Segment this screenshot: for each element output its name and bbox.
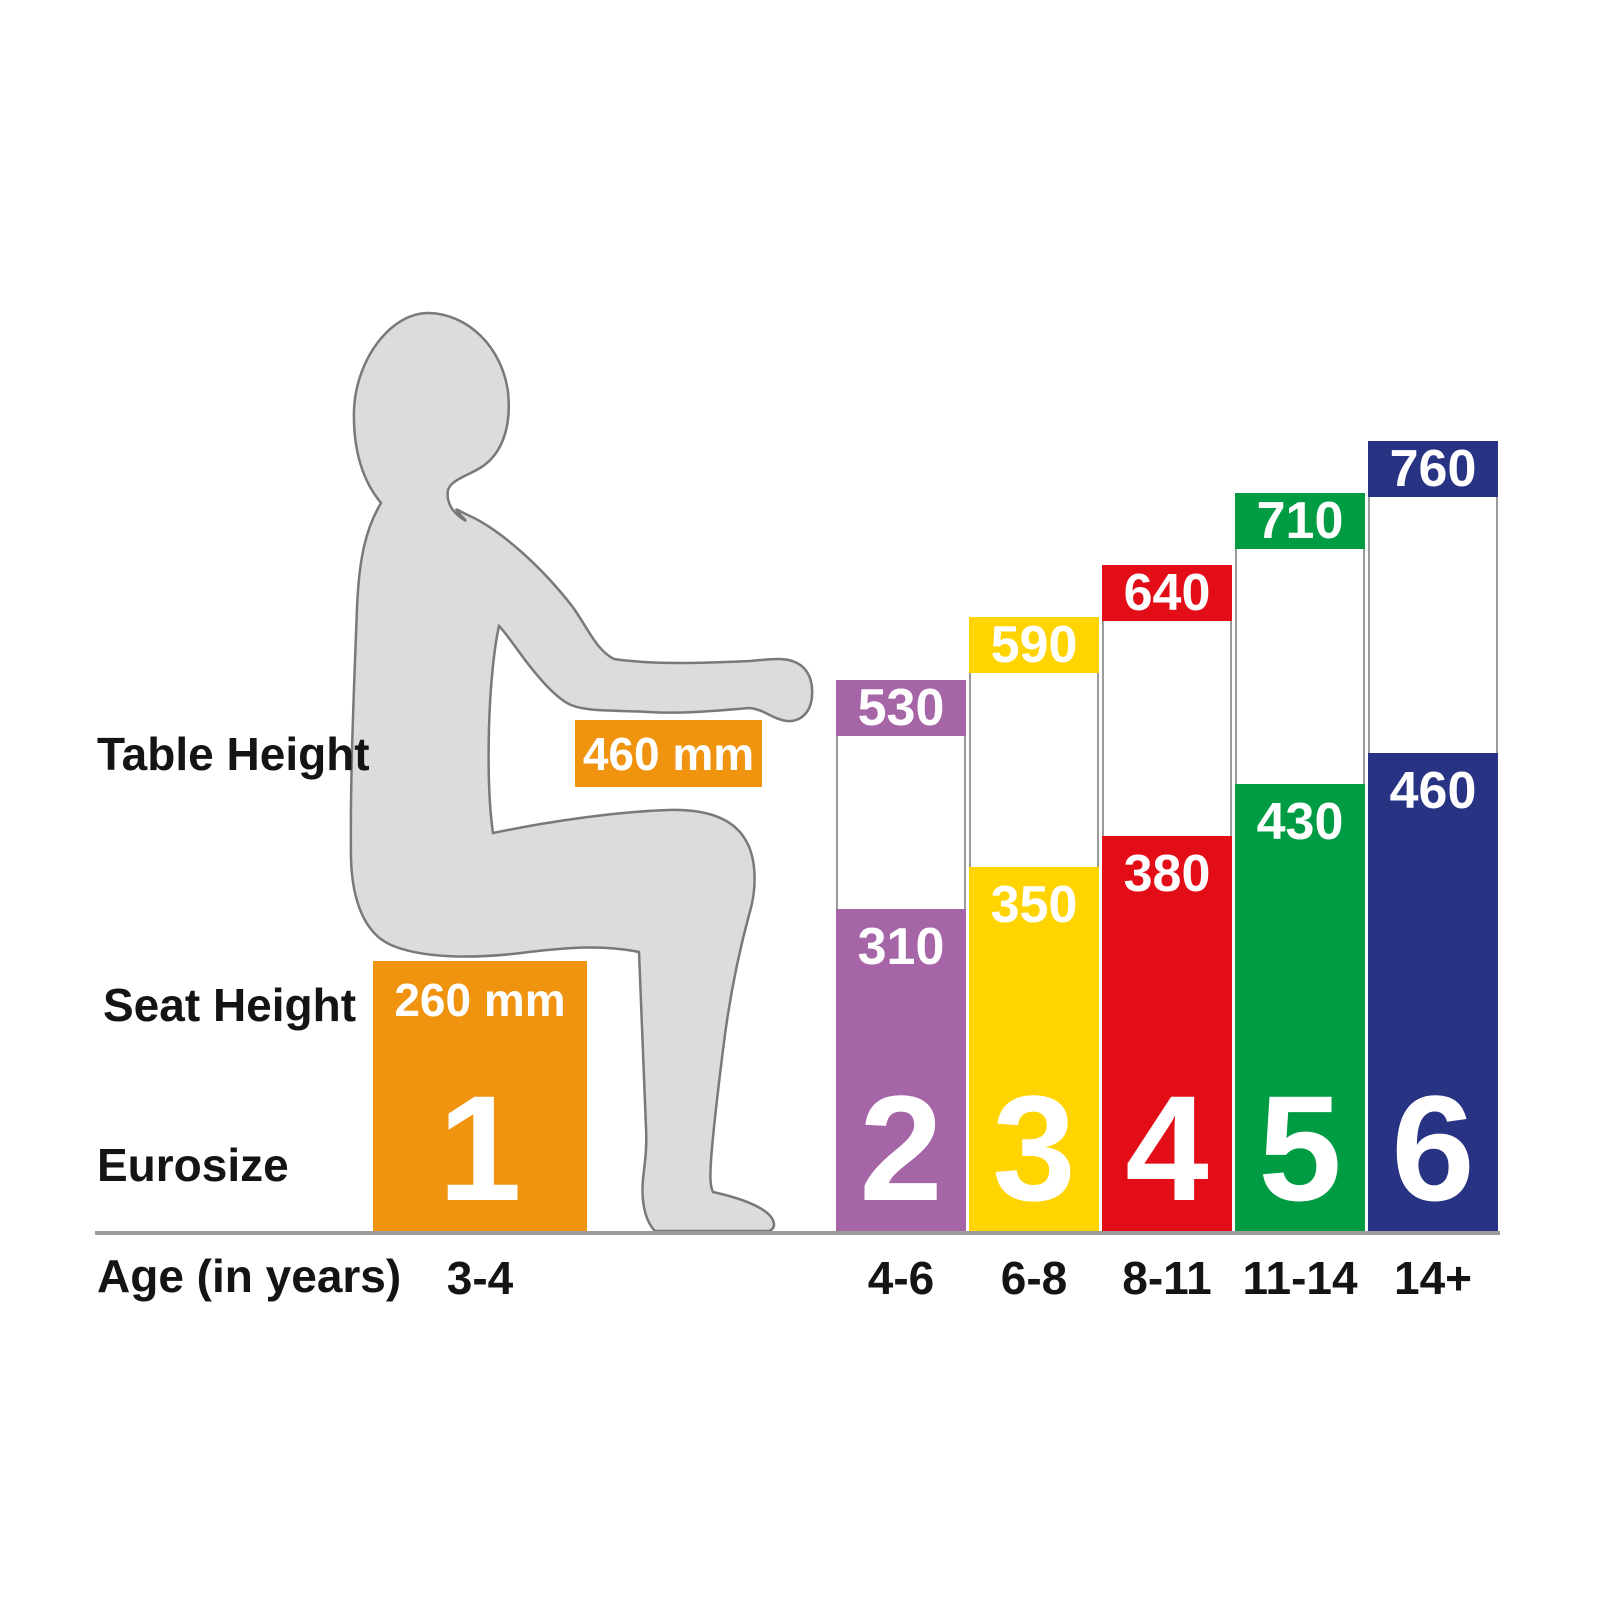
size1-seat-height-value: 260 mm bbox=[394, 973, 566, 1026]
age-axis-label: Age (in years) bbox=[97, 1250, 402, 1302]
size1-age-value: 3-4 bbox=[446, 1252, 514, 1304]
seated-child-outline bbox=[349, 311, 814, 1233]
table-height-label: Table Height bbox=[97, 728, 370, 780]
seat-height-label: Seat Height bbox=[103, 979, 357, 1031]
size1-table-height-block: 460 mm bbox=[575, 720, 762, 787]
size1-seat-block: 260 mm 1 bbox=[373, 960, 587, 1232]
size1-eurosize-number: 1 bbox=[438, 1063, 522, 1232]
baseline-axis bbox=[95, 1231, 1500, 1235]
size1-table-height-value: 460 mm bbox=[582, 727, 755, 780]
eurosize-label: Eurosize bbox=[97, 1139, 289, 1191]
